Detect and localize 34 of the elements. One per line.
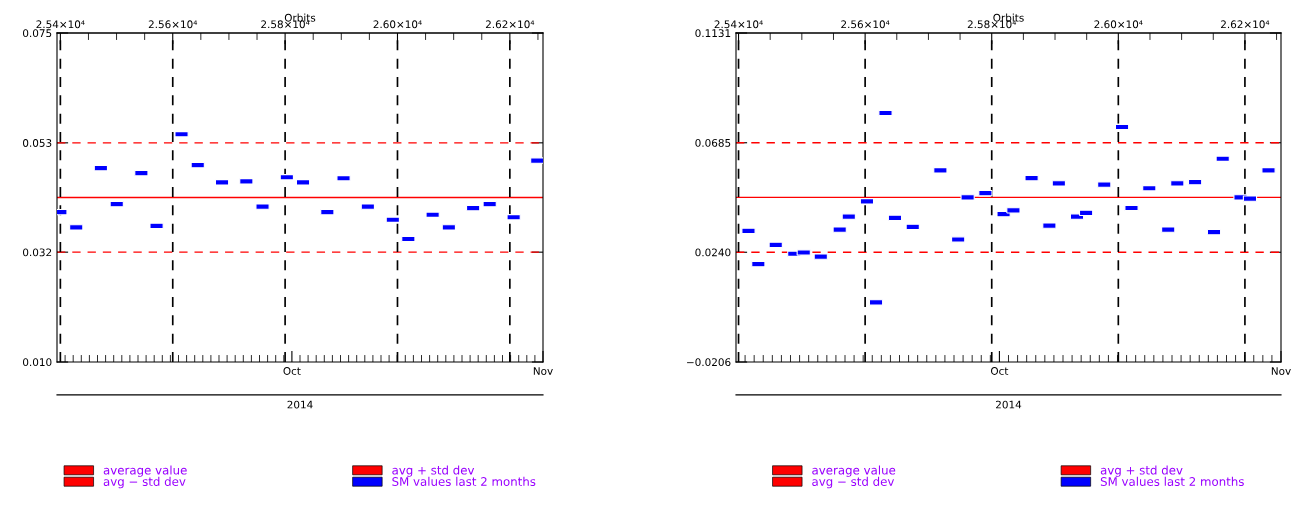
x2-tick-label: 2.58×10⁴	[261, 20, 310, 29]
x2-axis-title: Orbits	[284, 13, 316, 22]
y-tick-label: 0.0685	[695, 138, 731, 147]
y-tick-label: 0.1131	[695, 29, 731, 38]
x2-tick-label: 2.60×10⁴	[373, 20, 422, 29]
x2-tick-label: 2.62×10⁴	[485, 20, 535, 29]
legend-label: avg − std dev	[103, 476, 186, 489]
y-tick-label: 0.010	[23, 358, 52, 367]
legend-label: avg + std dev	[392, 465, 475, 477]
x-tick-label: Oct	[283, 367, 301, 375]
y-tick-label: 0.053	[23, 139, 52, 147]
x-axis-title: 2014	[996, 400, 1022, 409]
legend-label: avg + std dev	[1100, 465, 1183, 477]
legend-label: SM values last 2 months	[1100, 476, 1244, 486]
x-tick-label: Nov	[533, 367, 553, 375]
x2-tick-label: 2.56×10⁴	[841, 20, 890, 29]
y-tick-label: 0.0240	[695, 248, 731, 257]
legend-label: average value	[103, 465, 187, 477]
x-axis-title: 2014	[287, 400, 313, 409]
x-tick-label: Nov	[1271, 367, 1291, 375]
legend-label: average value	[812, 465, 896, 477]
legend-label: avg − std dev	[812, 476, 895, 489]
x-tick-label: Oct	[991, 367, 1009, 375]
x2-tick-label: 2.62×10⁴	[1221, 20, 1270, 29]
y-tick-label: 0.032	[23, 248, 52, 257]
x2-tick-label: 2.58×10⁴	[967, 20, 1017, 29]
x2-tick-label: 2.54×10⁴	[36, 20, 85, 29]
legend-label: SM values last 2 months	[392, 476, 536, 486]
x2-axis-title: Orbits	[993, 13, 1024, 22]
y-tick-label: 0.075	[23, 29, 52, 38]
y-tick-label: −0.0206	[687, 358, 731, 367]
x2-tick-label: 2.56×10⁴	[148, 20, 198, 29]
x2-tick-label: 2.60×10⁴	[1094, 20, 1143, 29]
x2-tick-label: 2.54×10⁴	[714, 20, 763, 29]
